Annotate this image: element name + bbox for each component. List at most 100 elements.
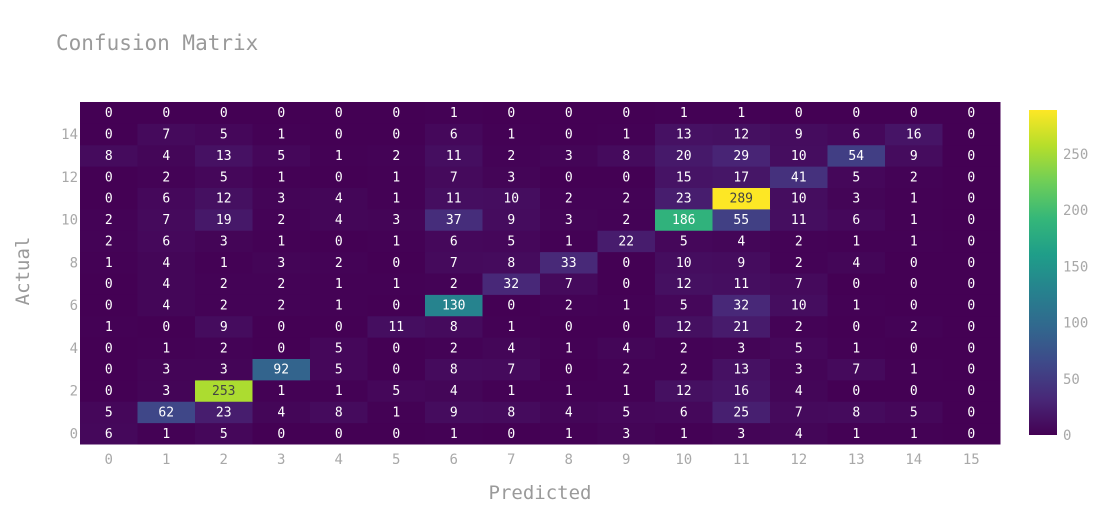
- cell-value-label: 1: [507, 384, 515, 399]
- cell-value-label: 9: [910, 149, 918, 164]
- cell-value-label: 0: [967, 299, 975, 314]
- cell-value-label: 0: [967, 427, 975, 442]
- cell-value-label: 1: [680, 427, 688, 442]
- heatmap-cell: [540, 187, 598, 210]
- heatmap-cell: [195, 273, 253, 295]
- heatmap-cell: [425, 315, 483, 338]
- cell-value-label: 2: [795, 234, 803, 249]
- cell-value-label: 2: [565, 299, 573, 314]
- heatmap-cell: [827, 144, 886, 167]
- cell-value-label: 3: [220, 363, 228, 378]
- heatmap-cell: [827, 401, 886, 424]
- cell-value-label: 5: [795, 341, 803, 356]
- heatmap-cell: [827, 358, 886, 381]
- heatmap-cell: [827, 230, 886, 253]
- heatmap-cell: [80, 358, 138, 381]
- cell-value-label: 7: [162, 128, 170, 143]
- cell-value-label: 253: [212, 384, 235, 399]
- heatmap-cell: [540, 144, 598, 167]
- cell-value-label: 8: [450, 320, 458, 335]
- cell-value-label: 2: [680, 341, 688, 356]
- heatmap-cell: [195, 422, 253, 445]
- cell-value-label: 1: [852, 427, 860, 442]
- heatmap-cell: [885, 187, 943, 210]
- heatmap-cell: [367, 166, 426, 188]
- cell-value-label: 0: [967, 234, 975, 249]
- heatmap-cell: [367, 251, 426, 274]
- heatmap-cell: [425, 379, 483, 402]
- cell-value-label: 1: [852, 299, 860, 314]
- heatmap-cell: [137, 208, 196, 231]
- y-axis-title: Actual: [12, 237, 34, 306]
- cell-value-label: 0: [967, 384, 975, 399]
- x-tick-label: 0: [105, 452, 113, 468]
- cell-value-label: 7: [565, 277, 573, 292]
- heatmap-cell: [770, 187, 828, 210]
- cell-value-label: 3: [737, 427, 745, 442]
- heatmap-cell: [80, 401, 138, 424]
- heatmap-cell: [195, 123, 253, 146]
- heatmap-cell: [252, 144, 311, 167]
- heatmap-cell: [425, 294, 483, 317]
- heatmap-cell: [770, 102, 828, 124]
- cell-value-label: 2: [277, 213, 285, 228]
- cell-value-label: 0: [105, 341, 113, 356]
- heatmap-cells: [80, 102, 1001, 445]
- cell-value-label: 1: [105, 256, 113, 271]
- heatmap-cell: [540, 208, 598, 231]
- heatmap-cell: [655, 422, 713, 445]
- heatmap-cell: [482, 230, 541, 253]
- heatmap-cell: [367, 315, 426, 338]
- heatmap-cell: [80, 166, 138, 188]
- heatmap-cell: [712, 102, 771, 124]
- heatmap-cell: [367, 208, 426, 231]
- heatmap-cell: [482, 422, 541, 445]
- cell-value-label: 0: [507, 299, 515, 314]
- heatmap-cell: [597, 337, 656, 359]
- cell-value-label: 1: [335, 384, 343, 399]
- heatmap-cell: [310, 123, 368, 146]
- cell-value-label: 1: [910, 427, 918, 442]
- heatmap-cell: [482, 187, 541, 210]
- cell-value-label: 2: [910, 170, 918, 185]
- heatmap-cell: [827, 315, 886, 338]
- cell-value-label: 0: [565, 128, 573, 143]
- cell-value-label: 4: [450, 384, 458, 399]
- cell-value-label: 0: [910, 256, 918, 271]
- heatmap-cell: [137, 251, 196, 274]
- cell-value-label: 0: [967, 363, 975, 378]
- heatmap-cell: [195, 337, 253, 359]
- heatmap-cell: [540, 166, 598, 188]
- cell-value-label: 10: [503, 192, 519, 207]
- heatmap-cell: [367, 337, 426, 359]
- cell-value-label: 7: [450, 170, 458, 185]
- cell-value-label: 22: [618, 234, 634, 249]
- heatmap-cell: [942, 144, 1001, 167]
- cell-value-label: 15: [676, 170, 692, 185]
- x-tick-label: 7: [507, 452, 515, 468]
- cell-value-label: 0: [967, 213, 975, 228]
- cell-value-label: 1: [335, 149, 343, 164]
- x-tick-label: 5: [392, 452, 400, 468]
- cell-value-label: 2: [622, 363, 630, 378]
- heatmap-cell: [252, 422, 311, 445]
- cell-value-label: 0: [852, 106, 860, 121]
- cell-value-label: 54: [848, 149, 864, 164]
- cell-value-label: 0: [335, 106, 343, 121]
- cell-value-label: 12: [733, 128, 749, 143]
- cell-value-label: 9: [450, 405, 458, 420]
- y-tick-label: 10: [61, 213, 78, 229]
- cell-value-label: 0: [105, 299, 113, 314]
- heatmap-cell: [597, 208, 656, 231]
- cell-value-label: 1: [162, 341, 170, 356]
- heatmap-cell: [770, 358, 828, 381]
- heatmap-cell: [597, 187, 656, 210]
- heatmap-cell: [310, 187, 368, 210]
- heatmap-cell: [827, 337, 886, 359]
- cell-value-label: 0: [335, 234, 343, 249]
- cell-value-label: 8: [450, 363, 458, 378]
- cell-value-label: 2: [450, 277, 458, 292]
- colorbar-tick-label: 200: [1063, 203, 1088, 219]
- heatmap-cell: [770, 315, 828, 338]
- heatmap-cell: [367, 102, 426, 124]
